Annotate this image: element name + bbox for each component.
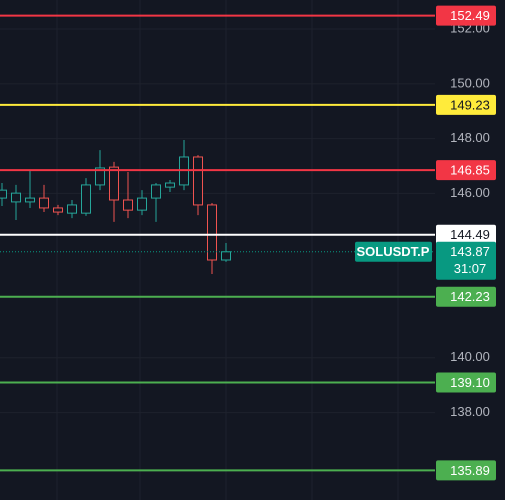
candle-body <box>11 192 21 203</box>
level-label: 152.49 <box>450 8 490 23</box>
candle-body <box>39 197 49 209</box>
level-label-box <box>436 372 496 393</box>
current-price-box <box>436 241 496 280</box>
candle-body <box>221 251 231 261</box>
y-tick-label: 150.00 <box>450 75 490 90</box>
level-label-box <box>436 460 496 481</box>
candle-body <box>137 197 147 211</box>
level-label: 139.10 <box>450 375 490 390</box>
y-tick-label: 146.00 <box>450 185 490 200</box>
level-label: 149.23 <box>450 97 490 112</box>
countdown-label: 31:07 <box>454 261 487 276</box>
level-label-box <box>436 224 496 245</box>
candle-body <box>165 182 175 188</box>
level-label-box <box>436 160 496 181</box>
candle-body <box>81 184 91 214</box>
level-label-box <box>436 94 496 115</box>
y-tick-label: 140.00 <box>450 349 490 364</box>
y-tick-label: 138.00 <box>450 404 490 419</box>
level-label: 142.23 <box>450 289 490 304</box>
level-label: 144.49 <box>450 227 490 242</box>
candle-body <box>0 189 7 199</box>
symbol-label-box <box>355 241 432 262</box>
candle-body <box>67 204 77 214</box>
candle-body <box>207 204 217 261</box>
current-price-label: 143.87 <box>450 244 490 259</box>
candle-body <box>193 156 203 206</box>
candle-body <box>25 197 35 203</box>
candle-body <box>151 184 161 199</box>
level-label-box <box>436 286 496 307</box>
level-label: 135.89 <box>450 463 490 478</box>
candle-body <box>53 207 63 213</box>
candle-body <box>123 199 133 211</box>
symbol-label: SOLUSDT.P <box>357 244 430 259</box>
candle-body <box>109 166 119 201</box>
candle-body <box>95 167 105 186</box>
y-tick-label: 148.00 <box>450 130 490 145</box>
level-label-box <box>436 5 496 26</box>
level-label: 146.85 <box>450 163 490 178</box>
